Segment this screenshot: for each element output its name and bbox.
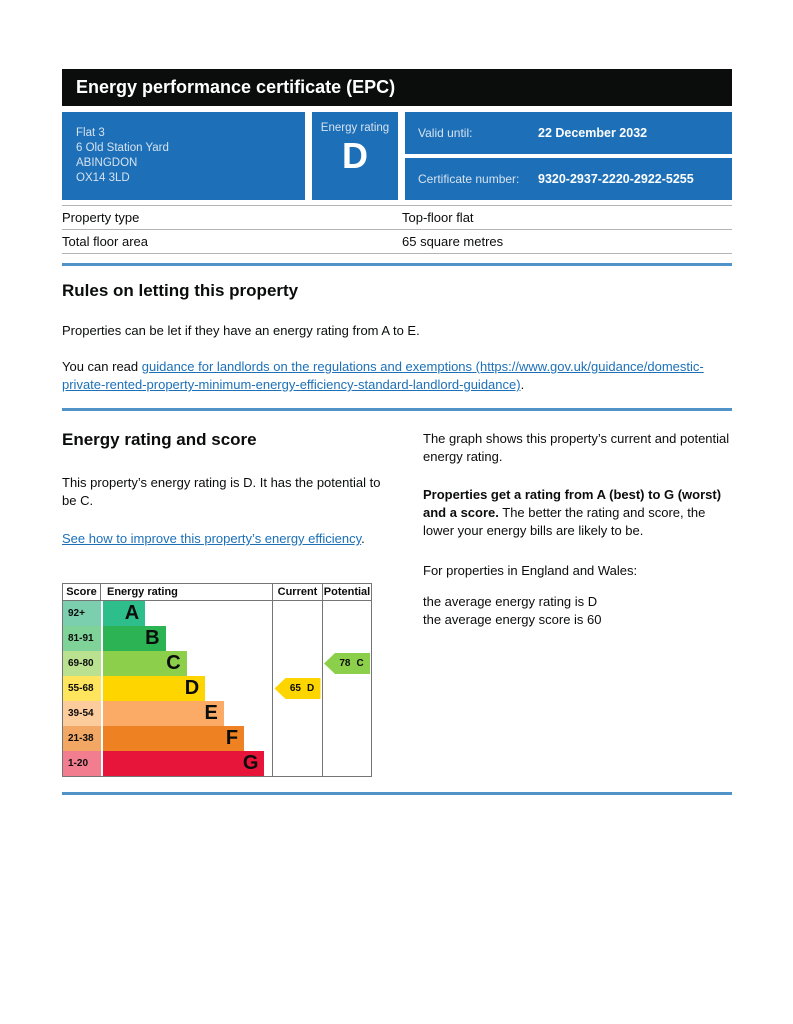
property-type-value: Top-floor flat [402,210,474,225]
rules-section: Rules on letting this property Propertie… [62,281,734,394]
score-range-cell: 92+ [63,601,101,626]
rating-explainer-column: The graph shows this property’s current … [423,430,734,629]
certificate-number-box: Certificate number: 9320-2937-2220-2922-… [405,158,732,200]
band-bar-e: E [103,701,224,726]
band-bar-g: G [103,751,265,776]
rules-heading: Rules on letting this property [62,281,299,300]
band-letter: D [184,677,200,699]
chart-header-rating: Energy rating [101,584,272,601]
band-bar-d: D [103,676,206,701]
section-divider [62,263,732,266]
band-row-d: 55-68 D 65 D [63,676,371,701]
band-row-b: 81-91 B [63,626,371,651]
band-bar-c: C [103,651,187,676]
rating-explainer-bold: Properties get a rating from A (best) to… [423,487,722,520]
chart-header-row: Score Energy rating Current Potential [63,584,371,601]
current-score: 65 [289,683,301,694]
band-row-a: 92+ A [63,601,371,626]
rating-score-heading: Energy rating and score [62,430,257,449]
guidance-link-suffix: . [520,377,525,392]
address-line-3: ABINGDON [76,157,138,169]
regional-averages: the average energy rating is D the avera… [423,593,734,629]
improve-efficiency-link[interactable]: See how to improve this property’s energ… [62,531,362,546]
guidance-link-prefix: You can read [62,359,142,374]
property-type-label: Property type [62,210,140,225]
summary-band: Flat 3 6 Old Station Yard ABINGDON OX14 … [62,112,732,200]
floor-area-value: 65 square metres [402,234,504,249]
section-divider [62,792,732,795]
floor-area-label: Total floor area [62,234,148,249]
band-row-e: 39-54 E [63,701,371,726]
score-range-cell: 55-68 [63,676,101,701]
section-divider [62,408,732,411]
certificate-number-value: 9320-2937-2220-2922-5255 [538,172,694,186]
potential-band: C [356,658,364,669]
chart-header-potential: Potential [322,584,371,601]
average-score-line: the average energy score is 60 [423,612,602,627]
rating-explainer: Properties get a rating from A (best) to… [423,486,734,540]
address-line-1: Flat 3 [76,127,105,139]
improve-link-suffix: . [361,531,365,546]
band-bar-b: B [103,626,166,651]
band-row-g: 1-20 G [63,751,371,776]
table-row-property-type: Property type Top-floor flat [62,206,732,230]
potential-score: 78 [339,658,351,669]
energy-rating-value: D [342,135,368,176]
potential-rating-arrow: 78 C [324,653,370,674]
address-line-2: 6 Old Station Yard [76,142,169,154]
certificate-title: Energy performance certificate (EPC) [62,69,732,106]
score-range-cell: 39-54 [63,701,101,726]
graph-caption: The graph shows this property’s current … [423,431,730,464]
band-letter: F [225,727,239,749]
regional-intro: For properties in England and Wales: [423,563,638,578]
property-details-table: Property type Top-floor flat Total floor… [62,205,732,254]
improve-paragraph: See how to improve this property’s energ… [62,530,384,548]
valid-until-box: Valid until: 22 December 2032 [405,112,732,154]
chart-header-score: Score [63,584,101,601]
average-rating-line: the average energy rating is D [423,594,598,609]
address-line-4: OX14 3LD [76,172,130,184]
landlord-guidance-paragraph: You can read guidance for landlords on t… [62,358,734,394]
current-rating-arrow: 65 D [274,678,321,699]
rating-intro: This property’s energy rating is D. It h… [62,475,381,508]
certificate-meta-stack: Valid until: 22 December 2032 Certificat… [405,112,732,200]
score-range-cell: 21-38 [63,726,101,751]
energy-rating-box: Energy rating D [312,112,398,200]
score-range-cell: 1-20 [63,751,101,776]
table-row-floor-area: Total floor area 65 square metres [62,230,732,254]
certificate-number-label: Certificate number: [418,172,520,186]
valid-until-value: 22 December 2032 [538,126,648,140]
score-range-cell: 69-80 [63,651,101,676]
valid-until-label: Valid until: [418,126,473,140]
band-letter: A [124,602,140,624]
rating-score-column: Energy rating and score This property’s … [62,430,384,548]
chart-header-current: Current [272,584,322,601]
rating-explainer-rest: The better the rating and score, the low… [423,505,706,538]
current-band: D [306,683,315,694]
band-bar-a: A [103,601,146,626]
band-bar-f: F [103,726,245,751]
rules-paragraph: Properties can be let if they have an en… [62,323,420,338]
band-row-f: 21-38 F [63,726,371,751]
landlord-guidance-link[interactable]: guidance for landlords on the regulation… [62,359,704,392]
band-letter: G [242,752,259,774]
band-letter: B [145,627,160,649]
property-address-box: Flat 3 6 Old Station Yard ABINGDON OX14 … [62,112,305,200]
epc-rating-chart: Score Energy rating Current Potential 92… [62,583,372,777]
band-row-c: 69-80 C 78 C [63,651,371,676]
band-letter: C [166,652,181,674]
band-letter: E [204,702,218,724]
energy-rating-label: Energy rating [320,122,390,134]
score-range-cell: 81-91 [63,626,101,651]
